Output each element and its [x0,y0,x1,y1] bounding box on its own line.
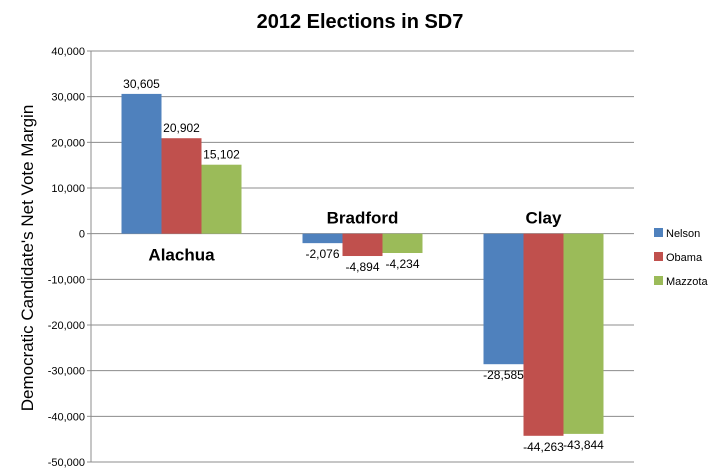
y-tick-label: -30,000 [48,366,85,378]
bar-obama [523,233,564,436]
data-label: 15,102 [203,148,240,162]
y-tick-label: 0 [79,229,85,241]
bar-obama [342,233,383,257]
legend-swatch-mazzota [654,276,663,285]
data-label: -4,894 [345,260,379,274]
y-tick-label: 10,000 [51,183,85,195]
bar-nelson [302,233,343,244]
legend-label: Mazzota [666,276,708,288]
legend-swatch-nelson [654,228,663,237]
bar-mazzota [201,164,242,234]
category-label: Alachua [148,246,215,265]
data-label: -2,076 [305,247,339,261]
data-labels: 30,605 -2,076 -28,585 20,902 -4,894 -44,263 15… [123,77,604,454]
y-tick-label: -50,000 [48,457,85,469]
data-label: -43,844 [563,438,604,452]
data-label: 20,902 [163,121,200,135]
y-tick-label: -40,000 [48,411,85,423]
data-label: 30,605 [123,77,160,91]
bar-mazzota [382,233,423,254]
category-label: Clay [526,209,562,228]
bar-obama [161,138,202,234]
y-tick-label: 20,000 [51,137,85,149]
legend-label: Nelson [666,228,700,240]
chart-title: 2012 Elections in SD7 [257,11,464,33]
legend: Nelson Obama Mazzota [654,228,708,288]
category-labels: Alachua Bradford Clay [148,209,562,265]
bar-mazzota [563,233,604,434]
legend-swatch-obama [654,252,663,261]
y-tick-label: 40,000 [51,46,85,58]
data-label: -4,234 [385,257,419,271]
y-axis-label: Democratic Candidate's Net Vote Margin [18,105,37,412]
y-axis-ticks: 40,000 30,000 20,000 10,000 0 -10,000 -20,000 -… [48,46,85,469]
category-label: Bradford [327,209,399,228]
legend-label: Obama [666,252,703,264]
bar-nelson [483,233,524,365]
y-tick-label: -10,000 [48,274,85,286]
data-label: -44,263 [523,440,564,454]
y-tick-label: 30,000 [51,92,85,104]
bar-nelson [121,93,162,234]
y-tick-label: -20,000 [48,320,85,332]
data-label: -28,585 [483,368,524,382]
bars [121,93,604,436]
